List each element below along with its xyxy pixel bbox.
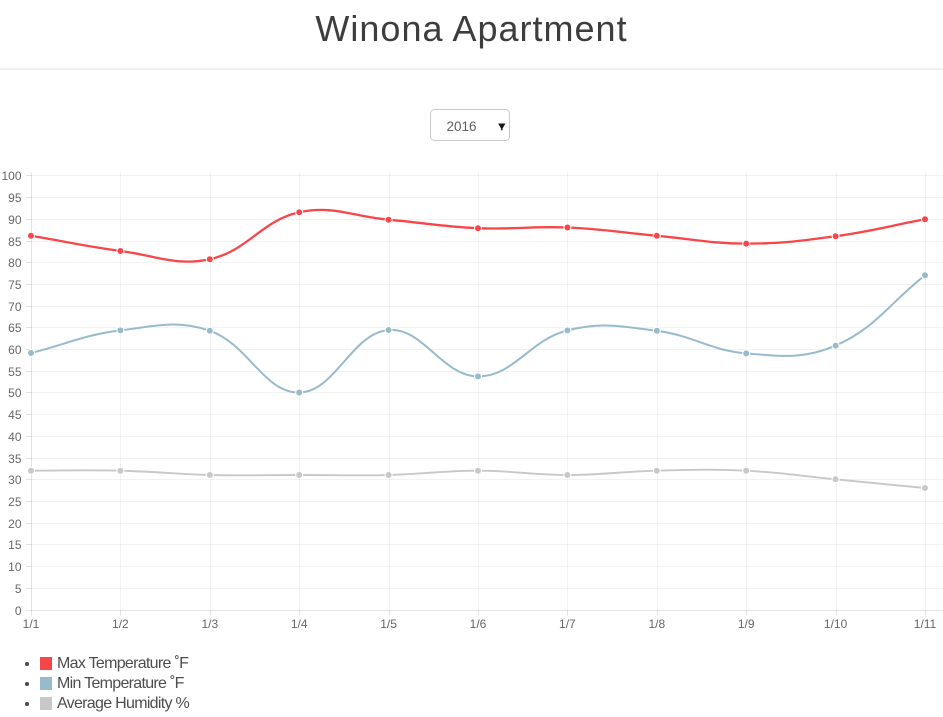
svg-text:55: 55	[8, 365, 22, 379]
svg-text:80: 80	[8, 256, 22, 270]
svg-text:5: 5	[15, 582, 22, 596]
svg-text:85: 85	[8, 235, 22, 249]
svg-text:95: 95	[8, 191, 22, 205]
svg-text:1/2: 1/2	[112, 617, 129, 631]
svg-text:30: 30	[8, 473, 22, 487]
svg-text:0: 0	[15, 604, 22, 618]
svg-text:20: 20	[8, 517, 22, 531]
svg-text:100: 100	[1, 169, 21, 183]
svg-text:90: 90	[8, 213, 22, 227]
svg-text:45: 45	[8, 408, 22, 422]
svg-text:1/5: 1/5	[380, 617, 397, 631]
svg-text:25: 25	[8, 495, 22, 509]
svg-text:1/11: 1/11	[914, 617, 937, 631]
svg-text:15: 15	[8, 538, 22, 552]
svg-text:60: 60	[8, 343, 22, 357]
svg-text:1/8: 1/8	[648, 617, 665, 631]
svg-text:1/4: 1/4	[291, 617, 308, 631]
svg-text:1/7: 1/7	[559, 617, 576, 631]
svg-text:1/1: 1/1	[23, 617, 40, 631]
svg-text:1/9: 1/9	[738, 617, 755, 631]
svg-text:75: 75	[8, 278, 22, 292]
svg-text:10: 10	[8, 560, 22, 574]
svg-text:50: 50	[8, 386, 22, 400]
svg-text:1/6: 1/6	[470, 617, 487, 631]
svg-text:40: 40	[8, 430, 22, 444]
svg-text:35: 35	[8, 452, 22, 466]
svg-text:1/3: 1/3	[201, 617, 218, 631]
svg-text:1/10: 1/10	[824, 617, 848, 631]
svg-text:70: 70	[8, 300, 22, 314]
svg-text:65: 65	[8, 321, 22, 335]
